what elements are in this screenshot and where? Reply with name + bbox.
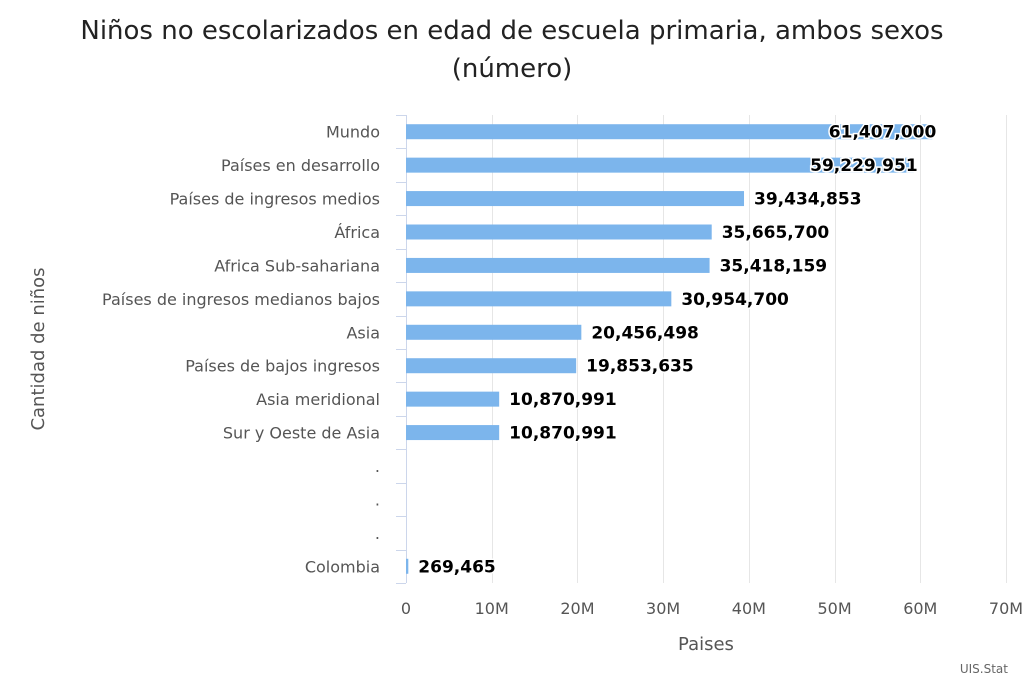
x-tick-label: 0 xyxy=(401,599,411,618)
category-labels: Mundo Países en desarrollo Países de ingre… xyxy=(102,123,380,577)
category-label: . xyxy=(375,490,380,509)
x-tick-label: 20M xyxy=(560,599,594,618)
data-label: 269,465 xyxy=(418,557,495,577)
x-tick-label: 40M xyxy=(732,599,766,618)
data-label: 39,434,853 xyxy=(754,190,862,210)
bar xyxy=(406,558,409,574)
x-tick-label: 60M xyxy=(903,599,937,618)
category-label: Sur y Oeste de Asia xyxy=(223,424,380,443)
bar xyxy=(406,358,577,374)
data-label: 30,954,700 xyxy=(681,290,789,310)
category-label: Países de ingresos medios xyxy=(170,190,380,209)
data-label: 10,870,991 xyxy=(509,424,617,444)
category-label: . xyxy=(375,524,380,543)
category-label: Asia meridional xyxy=(256,390,380,409)
data-label: 20,456,498 xyxy=(591,323,699,343)
category-label: Países de ingresos medianos bajos xyxy=(102,290,380,309)
category-label: . xyxy=(375,457,380,476)
credit-text: UIS.Stat xyxy=(960,662,1008,676)
x-axis-title: Paises xyxy=(678,634,734,655)
data-label: 10,870,991 xyxy=(509,390,617,410)
bar xyxy=(406,124,933,140)
bar-series xyxy=(406,124,933,574)
category-label: Países en desarrollo xyxy=(221,156,380,175)
x-tick-label: 10M xyxy=(475,599,509,618)
bar xyxy=(406,191,745,207)
data-labels: 61,407,000 59,229,951 39,434,853 35,665,700… xyxy=(417,121,938,579)
x-tick-label: 30M xyxy=(646,599,680,618)
category-label: Mundo xyxy=(326,123,380,142)
category-label: Asia xyxy=(346,323,380,342)
data-label: 35,418,159 xyxy=(720,256,828,276)
x-tick-label: 70M xyxy=(989,599,1023,618)
bar xyxy=(406,391,500,407)
bar xyxy=(406,291,672,307)
bar xyxy=(406,224,712,240)
chart-title: Niños no escolarizados en edad de escuel… xyxy=(80,16,944,84)
x-axis-tick-labels: 0 10M 20M 30M 40M 50M 60M 70M xyxy=(401,599,1023,618)
category-label: Africa Sub-sahariana xyxy=(214,256,380,275)
bar xyxy=(406,257,710,273)
data-label: 61,407,000 xyxy=(829,123,937,143)
data-label: 59,229,951 xyxy=(810,156,918,176)
data-label: 35,665,700 xyxy=(722,223,830,243)
bar xyxy=(406,425,500,441)
category-label: África xyxy=(334,223,380,242)
category-label: Países de bajos ingresos xyxy=(185,357,380,376)
category-label: Colombia xyxy=(305,557,380,576)
y-axis-title: Cantidad de niños xyxy=(28,267,49,430)
x-tick-label: 50M xyxy=(817,599,851,618)
data-label: 19,853,635 xyxy=(586,357,694,377)
grid-lines xyxy=(396,115,1007,584)
bar xyxy=(406,157,914,173)
bar xyxy=(406,324,582,340)
